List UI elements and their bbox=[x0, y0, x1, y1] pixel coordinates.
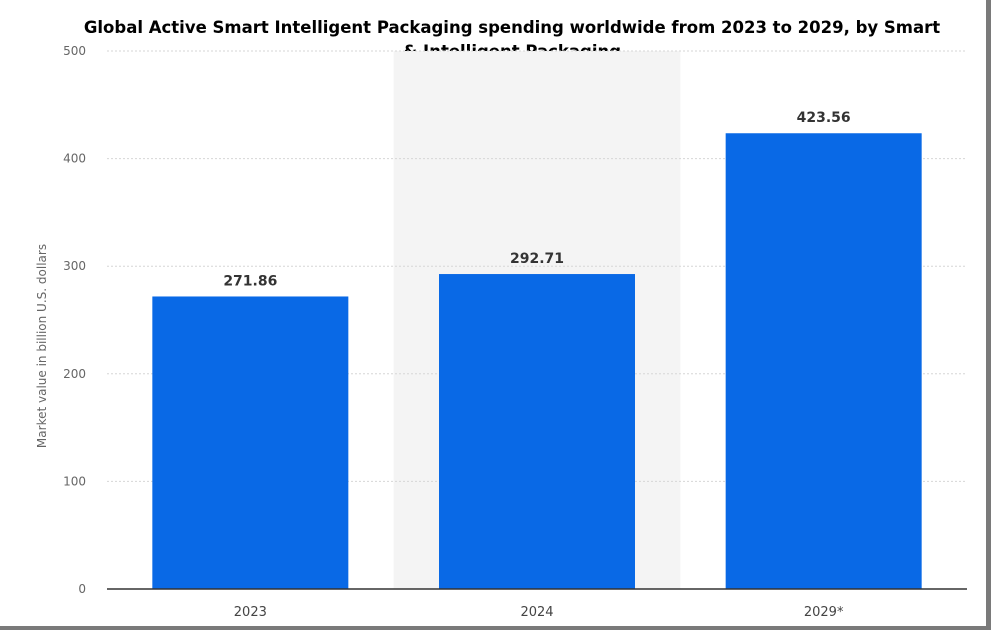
x-tick-label: 2029* bbox=[804, 605, 844, 620]
bar bbox=[439, 274, 635, 589]
bar-value-label: 423.56 bbox=[797, 110, 851, 126]
y-tick-label: 300 bbox=[63, 259, 86, 273]
y-tick-label: 200 bbox=[63, 367, 86, 381]
y-axis-title: Market value in billion U.S. dollars bbox=[35, 244, 49, 448]
y-tick-label: 100 bbox=[63, 474, 86, 488]
bar-value-label: 271.86 bbox=[223, 273, 277, 289]
bar bbox=[725, 133, 922, 589]
y-tick-label: 500 bbox=[63, 44, 86, 58]
y-tick-label: 0 bbox=[78, 582, 86, 596]
x-tick-label: 2023 bbox=[234, 605, 267, 620]
bar bbox=[152, 296, 349, 589]
x-tick-label: 2024 bbox=[520, 605, 553, 620]
bar-value-label: 292.71 bbox=[510, 251, 564, 267]
y-tick-label: 400 bbox=[63, 152, 86, 166]
